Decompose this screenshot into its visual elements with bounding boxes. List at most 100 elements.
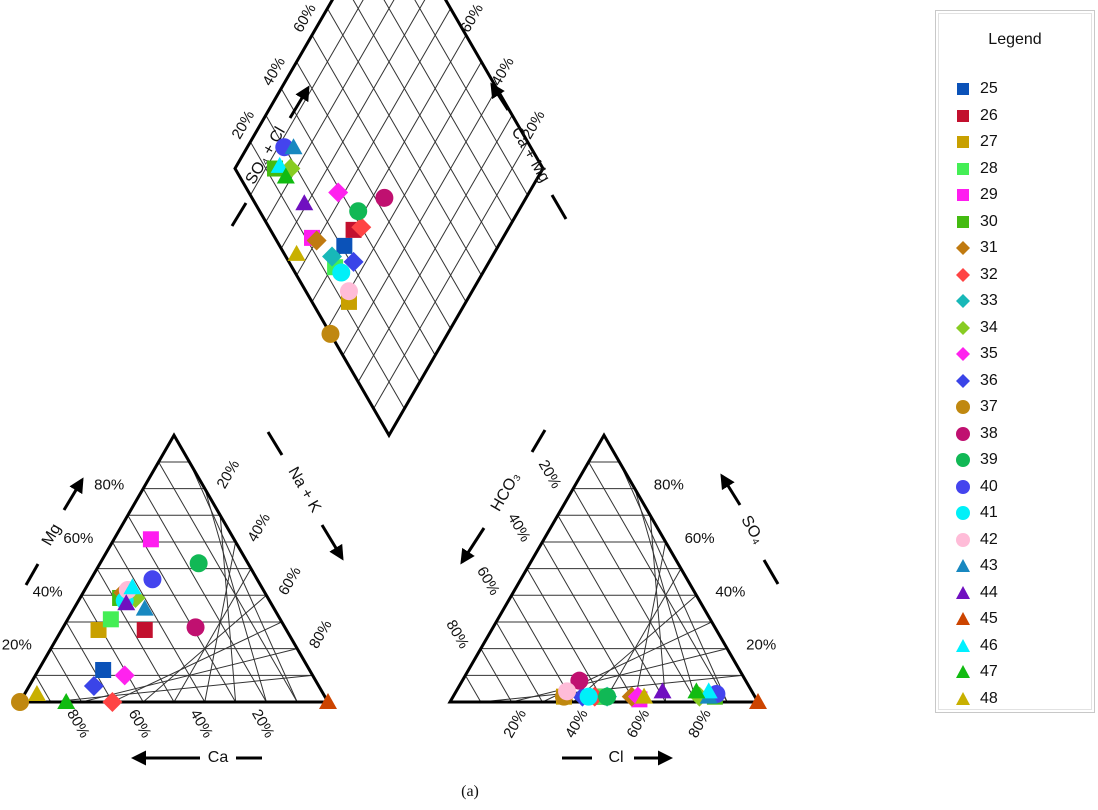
legend-item: 42 xyxy=(954,527,998,554)
legend-item: 33 xyxy=(954,288,998,315)
data-point-diamond-39 xyxy=(349,202,368,221)
legend-item: 40 xyxy=(954,474,998,501)
legend-item-label: 28 xyxy=(980,159,998,177)
axis-title-mg: Mg xyxy=(39,521,65,549)
legend-triangle-icon xyxy=(956,612,970,626)
tick-diamond-camg: 40% xyxy=(488,54,518,89)
legend-item: 48 xyxy=(954,686,998,713)
data-point-diamond-41 xyxy=(332,263,351,282)
legend-circle-icon xyxy=(956,453,970,468)
axis-title-so4: SO₄ xyxy=(737,513,767,547)
legend-square-icon xyxy=(957,162,969,175)
legend-circle-icon xyxy=(956,532,970,547)
data-point-cation-38 xyxy=(186,618,205,637)
legend-square-icon xyxy=(957,109,969,122)
legend-item-label: 36 xyxy=(980,371,998,389)
legend-diamond-icon xyxy=(956,347,970,362)
axis-arrow-line xyxy=(266,431,284,456)
legend-item-label: 44 xyxy=(980,583,998,601)
tick-anion-so4: 80% xyxy=(654,477,684,494)
legend-item: 45 xyxy=(954,606,998,633)
tick-anion-cl: 60% xyxy=(623,706,653,741)
tick-anion-cl: 80% xyxy=(685,706,715,741)
axis-arrow xyxy=(490,82,510,111)
data-point-cation-28 xyxy=(102,611,119,628)
tick-anion-hco3: 60% xyxy=(473,564,503,599)
tick-anion-cl: 20% xyxy=(500,706,530,741)
tick-cation-mg: 40% xyxy=(33,583,63,600)
data-point-cation-27 xyxy=(90,621,107,638)
legend-item: 39 xyxy=(954,447,998,474)
data-point-diamond-44 xyxy=(295,194,314,211)
data-point-anion-48 xyxy=(635,687,654,704)
axis-arrow xyxy=(720,473,742,506)
data-point-diamond-46 xyxy=(270,156,289,173)
data-point-cation-43 xyxy=(135,599,154,616)
tick-anion-hco3: 20% xyxy=(535,457,565,492)
axis-title-cl: Cl xyxy=(608,749,623,766)
data-points xyxy=(11,138,767,712)
legend-item: 36 xyxy=(954,368,998,395)
axis-arrow xyxy=(288,85,310,119)
data-point-diamond-33 xyxy=(322,246,343,267)
legend-item-label: 33 xyxy=(980,292,998,310)
data-point-diamond-38 xyxy=(375,188,394,207)
legend-item-label: 42 xyxy=(980,530,998,548)
data-point-anion-38 xyxy=(570,671,589,690)
legend-item-label: 25 xyxy=(980,80,998,98)
axis-arrow xyxy=(460,527,486,565)
axis-title-ca: Ca xyxy=(208,749,229,766)
tick-anion-so4: 20% xyxy=(746,637,776,654)
legend-item-label: 26 xyxy=(980,106,998,124)
data-point-diamond-43 xyxy=(284,138,303,155)
tick-cation-ca: 40% xyxy=(186,706,216,741)
axis-title-hco3: HCO₃ xyxy=(488,469,524,514)
legend-item: 35 xyxy=(954,341,998,368)
legend-item: 47 xyxy=(954,659,998,686)
legend-item-label: 38 xyxy=(980,424,998,442)
data-point-cation-26 xyxy=(136,621,153,638)
legend-item-label: 30 xyxy=(980,212,998,230)
legend-item-label: 48 xyxy=(980,689,998,707)
tick-cation-ca: 60% xyxy=(125,706,155,741)
tick-diamond-camg: 60% xyxy=(457,1,487,36)
tick-cation-nak: 20% xyxy=(213,457,243,492)
legend-item: 27 xyxy=(954,129,998,156)
legend-item: 26 xyxy=(954,103,998,130)
legend-item: 25 xyxy=(954,76,998,103)
legend-circle-icon xyxy=(956,426,970,441)
legend-item: 43 xyxy=(954,553,998,580)
data-point-cation-36 xyxy=(83,675,104,696)
data-point-anion-46 xyxy=(699,682,718,699)
tick-anion-cl: 40% xyxy=(562,706,592,741)
tick-labels: 20%20%20%20%20%20%20% 20%40%40%40%40%40%4… xyxy=(2,1,776,741)
tick-anion-so4: 60% xyxy=(685,530,715,547)
legend-square-icon xyxy=(957,83,969,96)
data-point-cation-37 xyxy=(11,693,29,711)
data-point-anion-44 xyxy=(653,682,672,699)
axis-arrow-line xyxy=(762,559,780,585)
data-point-anion-42 xyxy=(558,682,577,701)
legend-triangle-icon xyxy=(956,585,970,599)
data-point-anion-45 xyxy=(749,693,767,709)
axis-arrow xyxy=(320,524,344,561)
data-point-diamond-25 xyxy=(336,237,353,254)
legend: Legend 25 26 27 28 29 30 31 32 33 34 35 36 37 38 39 40 4… xyxy=(935,10,1095,713)
legend-diamond-icon xyxy=(956,294,970,309)
legend-square-icon xyxy=(957,189,969,202)
legend-square-icon xyxy=(957,136,969,149)
data-point-cation-45 xyxy=(319,693,337,709)
legend-item-label: 35 xyxy=(980,345,998,363)
data-point-cation-32 xyxy=(102,692,123,712)
legend-item-label: 41 xyxy=(980,504,998,522)
axis-arrow-line xyxy=(530,429,547,453)
tick-cation-nak: 40% xyxy=(244,510,274,545)
tick-cation-mg: 20% xyxy=(2,637,32,654)
tick-cation-mg: 60% xyxy=(63,530,93,547)
legend-item: 30 xyxy=(954,209,998,236)
tick-cation-nak: 80% xyxy=(306,617,336,652)
legend-diamond-icon xyxy=(956,267,970,282)
tick-anion-so4: 40% xyxy=(715,583,745,600)
legend-item-label: 32 xyxy=(980,265,998,283)
legend-circle-icon xyxy=(956,479,970,494)
